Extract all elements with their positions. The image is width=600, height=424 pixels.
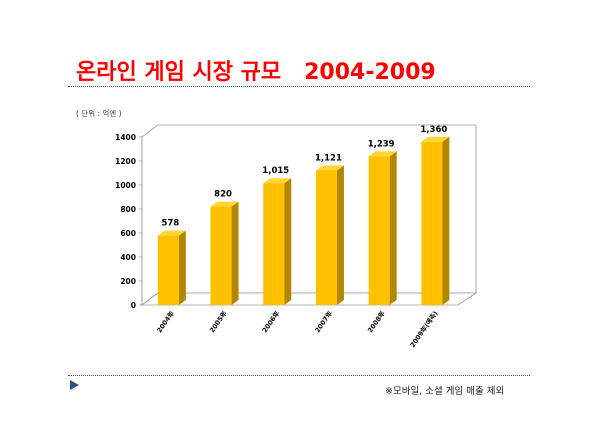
bar-top xyxy=(368,151,397,157)
bar-side xyxy=(178,230,186,305)
x-tick-label: 2006年 xyxy=(260,309,282,335)
bar-side xyxy=(284,178,292,305)
y-tick-label: 1000 xyxy=(115,181,136,190)
y-tick-label: 600 xyxy=(120,229,136,238)
bar-side xyxy=(442,136,450,305)
bar-top xyxy=(421,136,450,142)
y-tick-label: 1200 xyxy=(115,157,136,166)
y-tick-label: 400 xyxy=(120,253,136,262)
bar-side xyxy=(336,165,344,305)
y-tick-label: 1400 xyxy=(115,133,136,142)
bar xyxy=(315,165,344,305)
bar-front xyxy=(421,141,443,305)
bar-side xyxy=(231,201,239,305)
bar-side xyxy=(389,151,397,305)
data-label: 1,121 xyxy=(315,153,342,163)
bar-top xyxy=(263,178,292,184)
x-tick-label: 2009年(예측) xyxy=(408,309,440,349)
bar xyxy=(157,230,186,305)
x-tick-label: 2008年 xyxy=(365,309,387,335)
bar xyxy=(421,136,450,305)
x-tick-label: 2007年 xyxy=(313,309,335,335)
data-label: 820 xyxy=(214,190,232,200)
footer-divider xyxy=(68,375,530,376)
title-divider xyxy=(68,86,530,87)
y-tick-label: 800 xyxy=(120,205,136,214)
bar xyxy=(368,151,397,305)
play-triangle-icon[interactable] xyxy=(68,379,80,391)
x-tick-label: 2005年 xyxy=(207,309,229,335)
x-tick-label: 2004年 xyxy=(155,309,177,335)
bar-front xyxy=(157,235,179,305)
bar-top xyxy=(210,201,239,207)
slide-title: 온라인 게임 시장 규모 2004-2009 xyxy=(76,60,436,85)
footnote: ※모바일, 소셜 게임 매출 제외 xyxy=(385,386,505,397)
bar-front xyxy=(263,183,285,305)
bar-top xyxy=(315,165,344,171)
data-label: 1,360 xyxy=(420,125,447,135)
unit-label: ( 단위 : 억엔 ) xyxy=(76,109,122,118)
bar-front xyxy=(368,156,390,305)
bar-top xyxy=(157,230,186,236)
data-label: 578 xyxy=(161,219,179,229)
bar xyxy=(263,178,292,305)
data-label: 1,015 xyxy=(262,166,289,176)
y-tick-label: 0 xyxy=(131,301,136,310)
bar xyxy=(210,201,239,305)
data-label: 1,239 xyxy=(368,139,395,149)
bar-front xyxy=(315,170,337,305)
y-tick-label: 200 xyxy=(120,277,136,286)
bar-front xyxy=(210,206,232,305)
